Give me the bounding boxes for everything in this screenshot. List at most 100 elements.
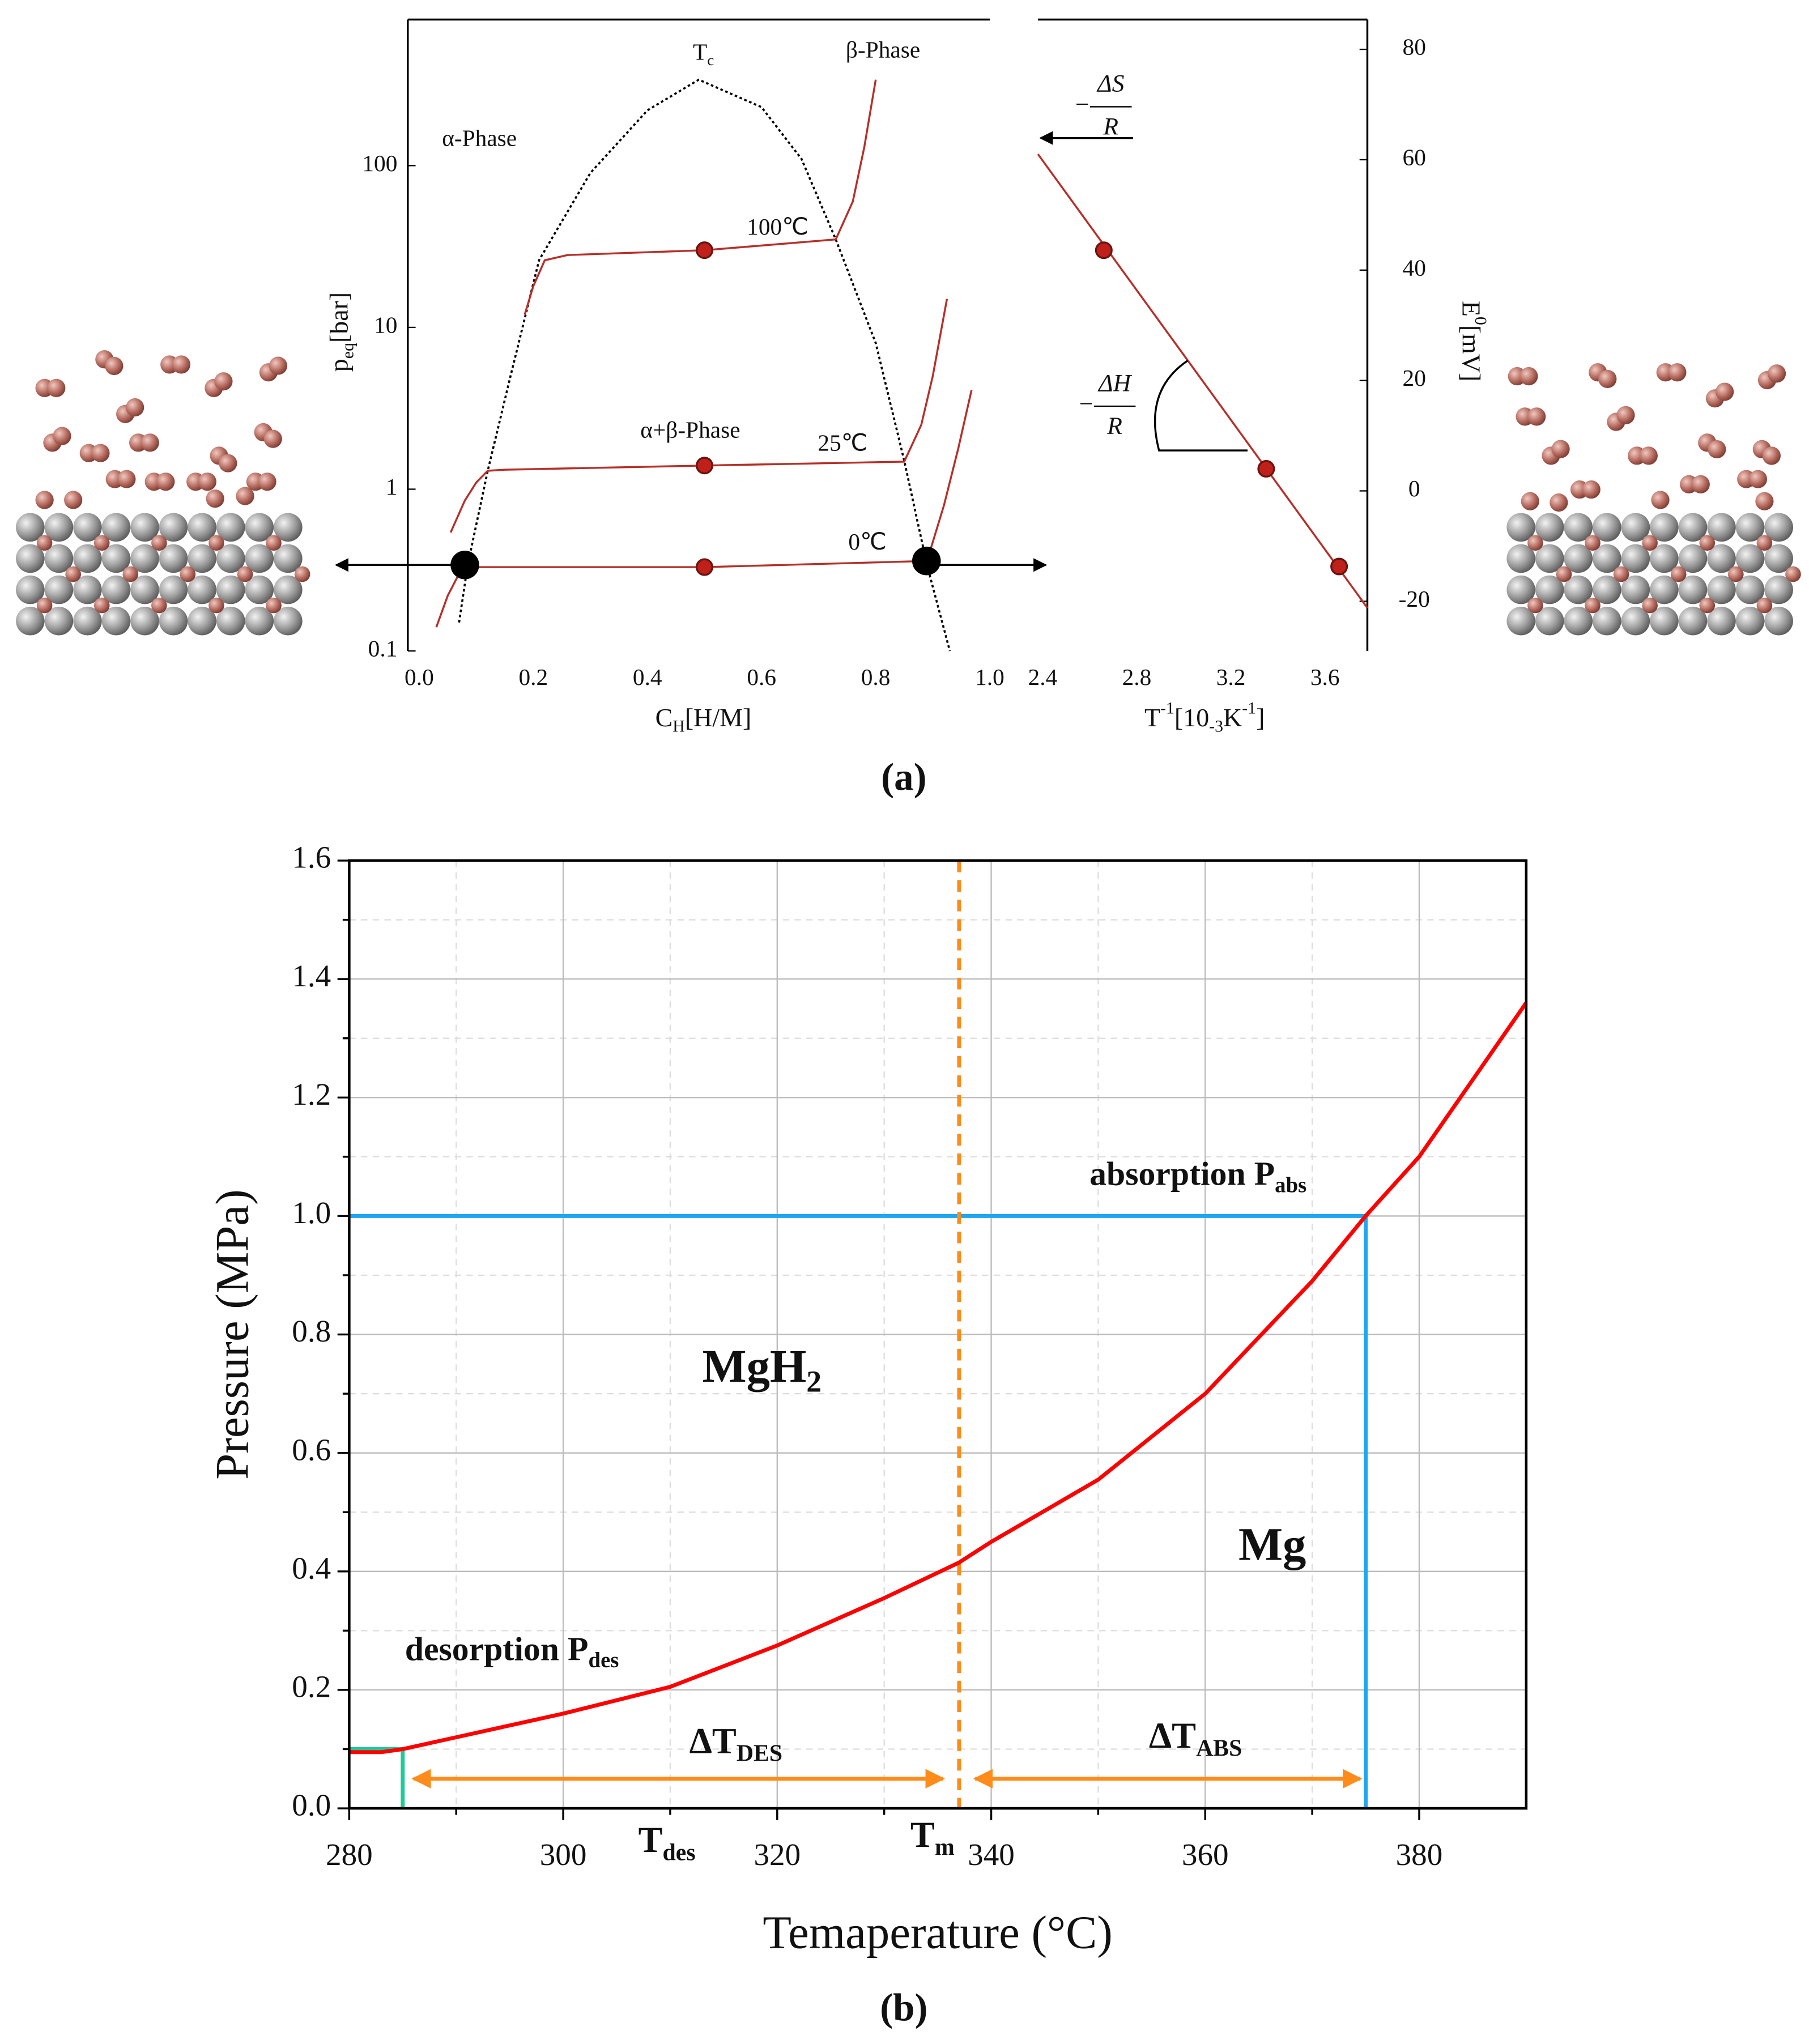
metal-atom (101, 575, 131, 604)
absorption-label: absorption Pabs (1089, 1155, 1306, 1197)
metal-atom (274, 544, 303, 573)
x-axis-label-part: ] (1256, 702, 1265, 731)
isotherm-point (695, 457, 713, 475)
x-tick-label: 3.2 (1216, 664, 1246, 690)
isotherm-label: 0℃ (848, 529, 886, 555)
x-axis-label: T-1[10-3K-1] (1144, 699, 1265, 735)
hydrogen-molecule (126, 398, 144, 417)
y-tick-label: 0.2 (292, 1670, 331, 1704)
metal-atom (1564, 544, 1593, 573)
hydrogen-atom (1728, 566, 1744, 582)
tdes-label-part: T (639, 1820, 663, 1860)
metal-atom (274, 513, 303, 542)
hydrogen-molecule (1691, 475, 1710, 493)
metal-atom (245, 575, 274, 604)
tdes-label: Tdes (639, 1820, 696, 1866)
metal-atom (188, 544, 216, 573)
y-axis-label-part: E (1457, 301, 1486, 317)
isotherm (449, 299, 948, 533)
metal-atom (1707, 513, 1736, 542)
y-tick-label: 100 (362, 150, 397, 176)
y-tick-label: 60 (1403, 144, 1426, 170)
x-tick-label: 3.6 (1310, 664, 1340, 690)
hydrogen-atom (35, 491, 54, 509)
metal-atom (159, 513, 188, 542)
hydrogen-atom (1613, 566, 1629, 582)
delta-label-part: DES (737, 1740, 782, 1766)
metal-atom (1593, 544, 1621, 573)
hydrogen-atom (1642, 535, 1658, 551)
metal-atom (130, 513, 159, 542)
x-tick-label: 2.4 (1028, 664, 1058, 690)
metal-atom (1707, 606, 1736, 636)
delta-label: ΔTDES (689, 1721, 783, 1766)
metal-atom (1764, 544, 1793, 573)
tm-label-part: T (910, 1815, 935, 1855)
metal-atom (1593, 513, 1621, 542)
hydrogen-molecule (1639, 446, 1658, 465)
metal-atom (1535, 513, 1564, 542)
hydrogen-molecule (117, 470, 136, 488)
x-axis-label-part: H (672, 717, 685, 735)
metal-atom (1593, 606, 1621, 636)
x-axis-label-part: C (656, 702, 673, 731)
pressure-curve (349, 1002, 1528, 1755)
hydrogen-molecule (219, 454, 237, 472)
hydrogen-atom (1670, 566, 1687, 582)
hydrogen-atom (1585, 535, 1601, 551)
hydrogen-atom (294, 566, 310, 582)
fraction-numerator: ΔH (1097, 369, 1133, 397)
y-tick-label: 0.4 (292, 1551, 331, 1585)
isotherm (435, 390, 973, 628)
fraction-numerator: ΔS (1096, 70, 1125, 97)
y-axis-label: peq[bar] (324, 292, 357, 372)
data-point (1257, 460, 1275, 478)
metal-atom (1535, 544, 1564, 573)
x-tick-label: 0.6 (747, 664, 776, 690)
y-tick-label: 10 (374, 312, 397, 338)
y-tick-label: 0.0 (292, 1788, 331, 1822)
metal-atom (16, 575, 45, 604)
metal-atom (1535, 575, 1564, 604)
caption: (b) (880, 1986, 927, 2029)
metal-atom (1564, 606, 1593, 636)
delta-label-part: ABS (1196, 1735, 1242, 1761)
hydrogen-atom (151, 597, 167, 614)
region-label: Mg (1238, 1518, 1306, 1570)
metal-atom (1650, 544, 1679, 573)
hydrogen-molecule (1708, 440, 1726, 459)
x-axis-label-part: [H/M] (685, 702, 751, 731)
delta-label-part: ΔT (1149, 1715, 1196, 1756)
hydrogen-atom (1585, 597, 1601, 614)
x-tick-label: 0.2 (518, 664, 548, 690)
metal-atom (73, 544, 102, 573)
fraction-sign: − (1075, 91, 1089, 118)
isotherm-label: 25℃ (818, 429, 867, 455)
metal-atom (188, 513, 216, 542)
hydrogen-atom (65, 566, 81, 582)
metal-atom (44, 513, 74, 542)
x-tick-label: 340 (968, 1837, 1015, 1872)
hydrogen-atom (1521, 492, 1539, 510)
y-tick-label: 1.4 (292, 959, 331, 993)
hydrogen-atom (266, 597, 282, 614)
hydrogen-atom (1642, 597, 1658, 614)
metal-atom (1678, 575, 1708, 604)
x-tick-label: 2.8 (1122, 664, 1152, 690)
metal-atom (245, 606, 274, 636)
fit-line (1037, 154, 1368, 608)
hydrogen-molecule (1582, 480, 1601, 499)
metal-atom (73, 513, 102, 542)
desorption-label-part: des (588, 1648, 619, 1672)
x-axis-label-part: -3 (1209, 717, 1223, 735)
y-tick-label: 80 (1403, 34, 1426, 60)
metal-atom (16, 606, 45, 636)
hydrogen-atom (208, 597, 224, 614)
metal-atom (245, 544, 274, 573)
y-tick-label: 1.2 (292, 1077, 331, 1112)
hydrogen-molecule (141, 433, 159, 452)
desorption-label: desorption Pdes (405, 1630, 619, 1672)
y-axis-label-part: [mV] (1457, 325, 1486, 382)
metal-atom (159, 606, 188, 636)
metal-atom (1650, 513, 1679, 542)
